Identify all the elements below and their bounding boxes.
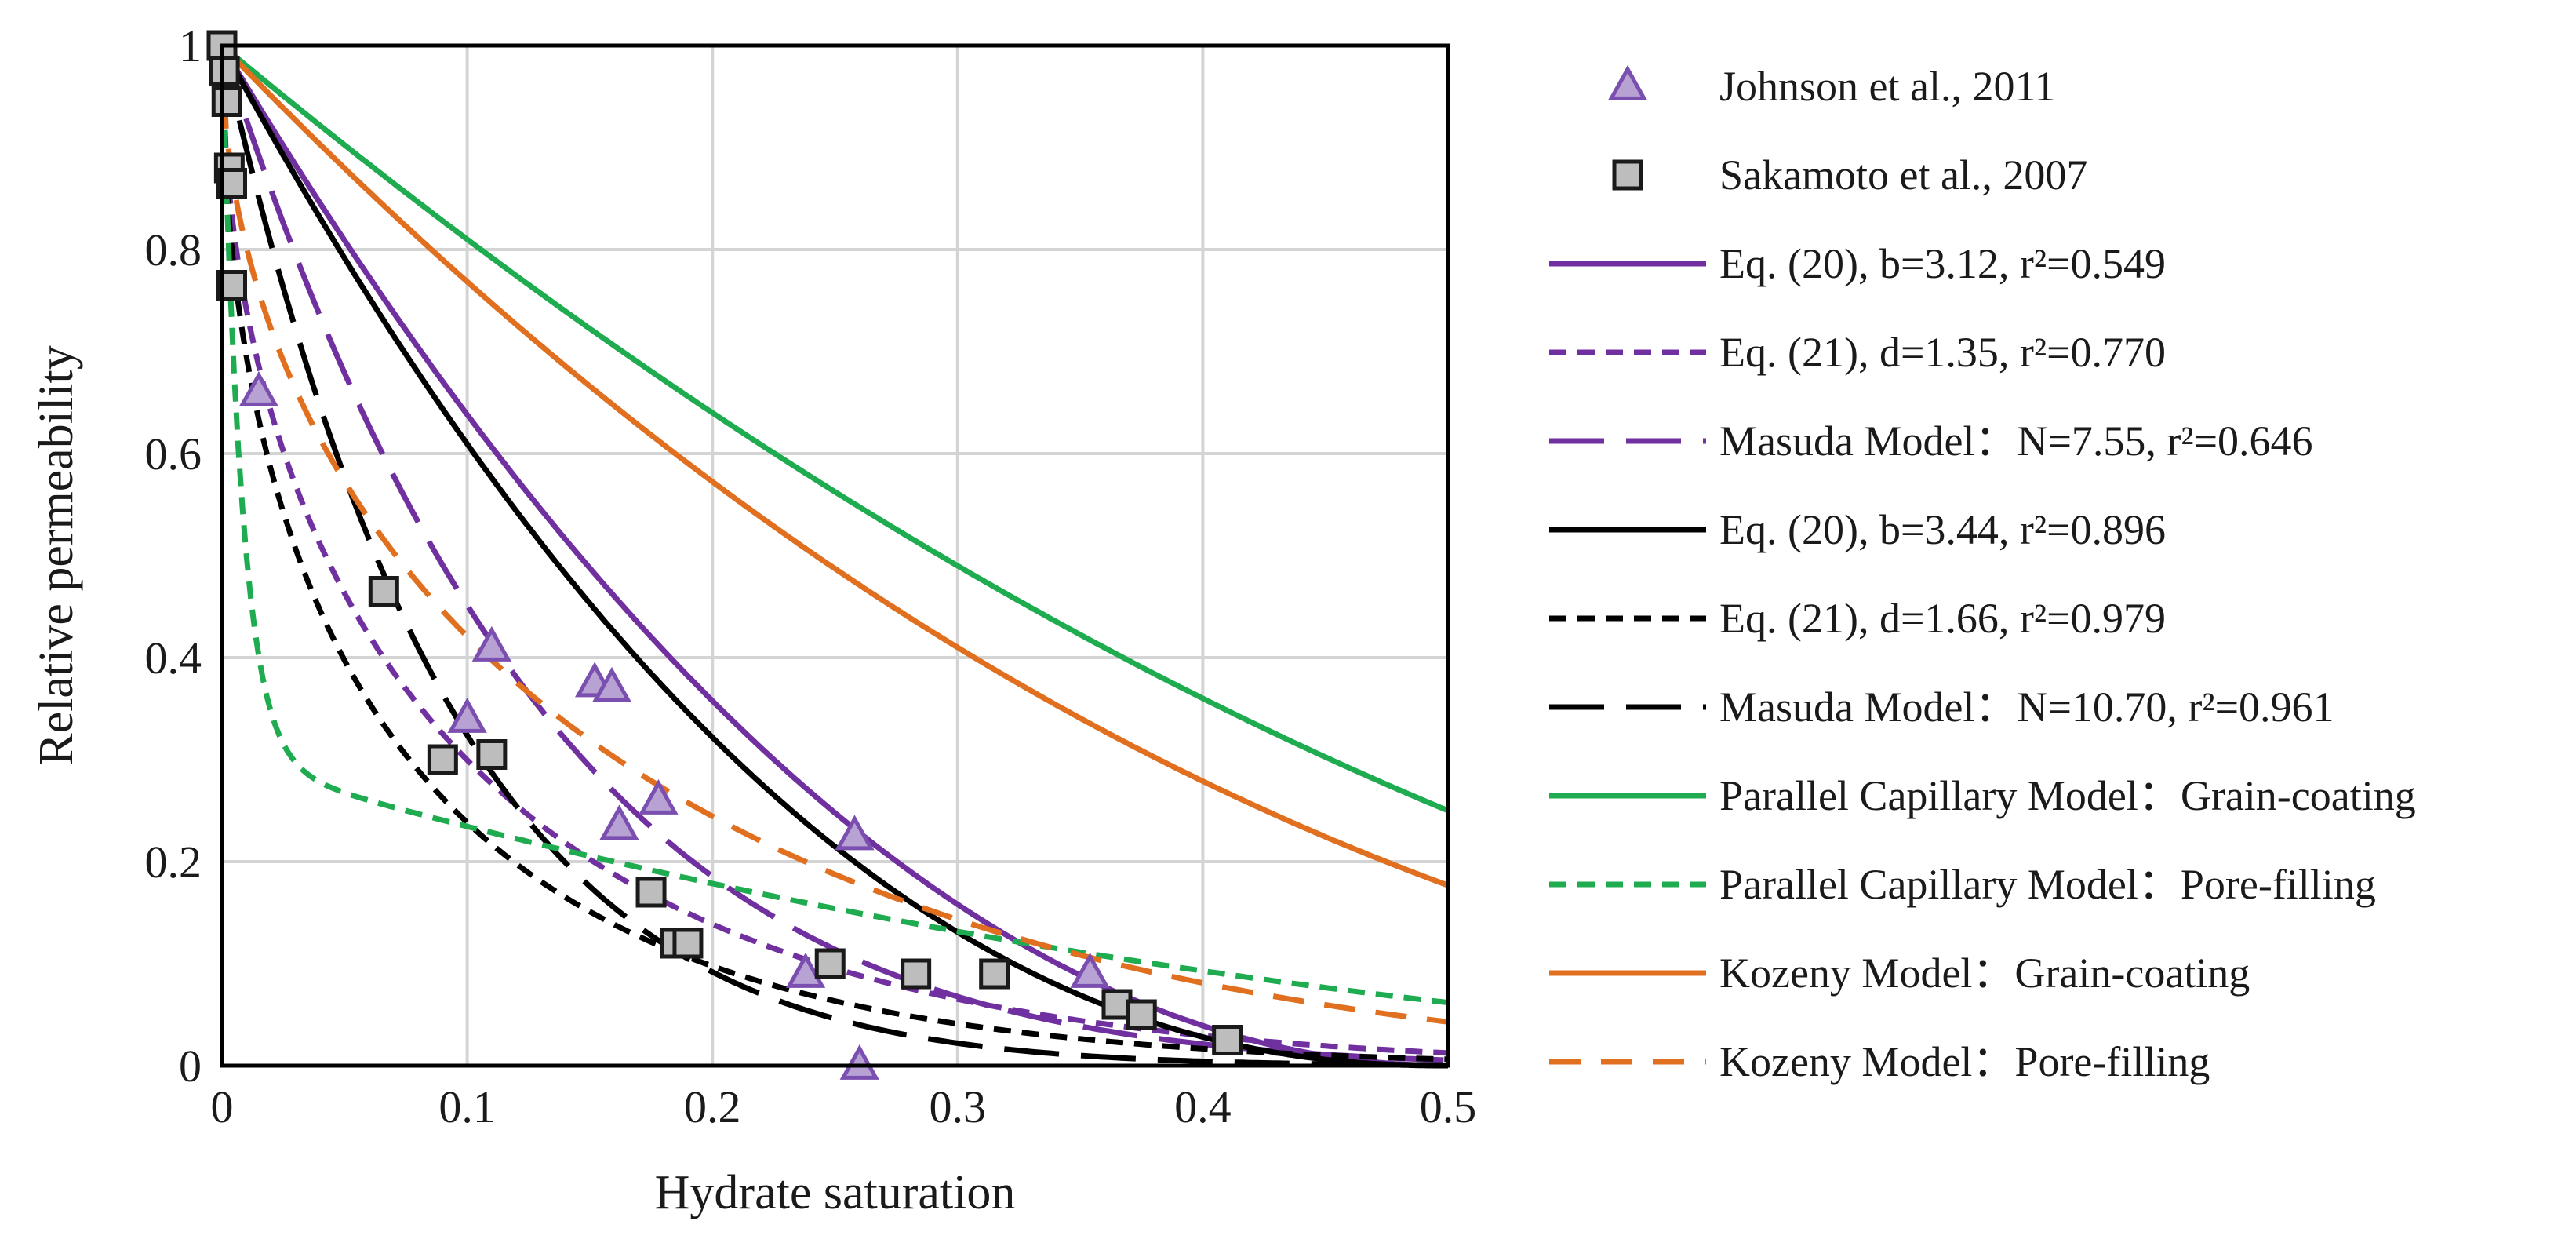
data-point-johnson [785, 952, 826, 988]
y-tick-label: 0.8 [145, 224, 202, 275]
y-tick-label: 1 [179, 20, 202, 71]
model-curves [219, 43, 1450, 1069]
data-point-sakamoto [211, 86, 242, 117]
legend-label: Kozeny Model：Grain-coating [1719, 950, 2250, 997]
data-point-sakamoto [672, 928, 704, 959]
data-point-johnson [1070, 952, 1110, 988]
legend-label: Masuda Model：N=10.70, r²=0.961 [1719, 683, 2334, 731]
x-tick-label: 0.5 [1420, 1081, 1477, 1132]
data-point-johnson [835, 815, 875, 851]
series-line-4 [219, 44, 1448, 1069]
series-line-1 [219, 44, 1448, 1069]
data-point-sakamoto [814, 948, 846, 979]
data-point-sakamoto [476, 739, 508, 770]
x-axis-label: Hydrate saturation [655, 1166, 1016, 1219]
data-point-johnson [238, 370, 279, 406]
data-point-sakamoto [1126, 999, 1157, 1030]
x-tick-label: 0.2 [684, 1081, 741, 1132]
legend-label: Eq. (21), d=1.66, r²=0.979 [1719, 595, 2166, 642]
data-point-johnson [639, 778, 679, 815]
x-tick-label: 0.4 [1174, 1081, 1232, 1132]
legend-label: Eq. (21), d=1.35, r²=0.770 [1719, 329, 2166, 376]
series-line-6 [219, 45, 1448, 1068]
legend-label: Eq. (20), b=3.44, r²=0.896 [1719, 506, 2166, 553]
legend: Johnson et al., 2011 Sakamoto et al., 200… [1549, 63, 2416, 1085]
legend-label: Masuda Model：N=7.55, r²=0.646 [1719, 417, 2313, 465]
y-axis-label: Relative permeability [30, 345, 83, 765]
data-point-sakamoto [635, 877, 667, 908]
data-markers [206, 30, 1243, 1080]
data-point-sakamoto [427, 744, 458, 775]
data-point-johnson [471, 625, 512, 662]
y-tick-label: 0 [179, 1041, 202, 1092]
data-point-johnson [447, 697, 487, 733]
data-point-johnson [599, 804, 639, 840]
data-point-sakamoto [368, 576, 399, 607]
series-line-2 [219, 45, 1449, 1056]
series-line-5 [219, 45, 1449, 1063]
series-line-10 [219, 45, 1449, 1025]
legend-label: Parallel Capillary Model：Pore-filling [1719, 861, 2376, 908]
y-tick-label: 0.6 [145, 428, 202, 479]
legend-label: Sakamoto et al., 2007 [1719, 151, 2087, 199]
x-tick-label: 0.1 [438, 1081, 496, 1132]
legend-label: Kozeny Model：Pore-filling [1719, 1038, 2210, 1085]
y-tick-label: 0.4 [145, 632, 202, 683]
legend-label: Eq. (20), b=3.12, r²=0.549 [1719, 240, 2166, 287]
data-point-sakamoto [979, 958, 1010, 990]
grid [222, 46, 1448, 1066]
x-tick-label: 0.3 [930, 1081, 987, 1132]
series-line-7 [220, 43, 1450, 814]
legend-label: Johnson et al., 2011 [1719, 63, 2055, 110]
plot-frame [220, 43, 1450, 1068]
tick-labels: 0 0.1 0.2 0.3 0.4 0.5 0 0.2 0.4 0.6 0.8 1 [145, 20, 1477, 1132]
data-point-sakamoto [209, 56, 240, 86]
x-tick-label: 0 [211, 1081, 234, 1132]
series-line-8 [219, 45, 1449, 1006]
legend-marker-sakamoto [1612, 159, 1643, 191]
legend-label: Parallel Capillary Model：Grain-coating [1719, 772, 2416, 819]
data-point-johnson [839, 1044, 879, 1080]
data-point-sakamoto [901, 958, 932, 990]
y-tick-label: 0.2 [145, 837, 202, 888]
data-point-sakamoto [1212, 1025, 1243, 1055]
legend-marker-johnson [1607, 64, 1648, 100]
data-point-johnson [591, 666, 632, 702]
series-line-9 [220, 43, 1450, 888]
data-point-sakamoto [1101, 989, 1133, 1020]
